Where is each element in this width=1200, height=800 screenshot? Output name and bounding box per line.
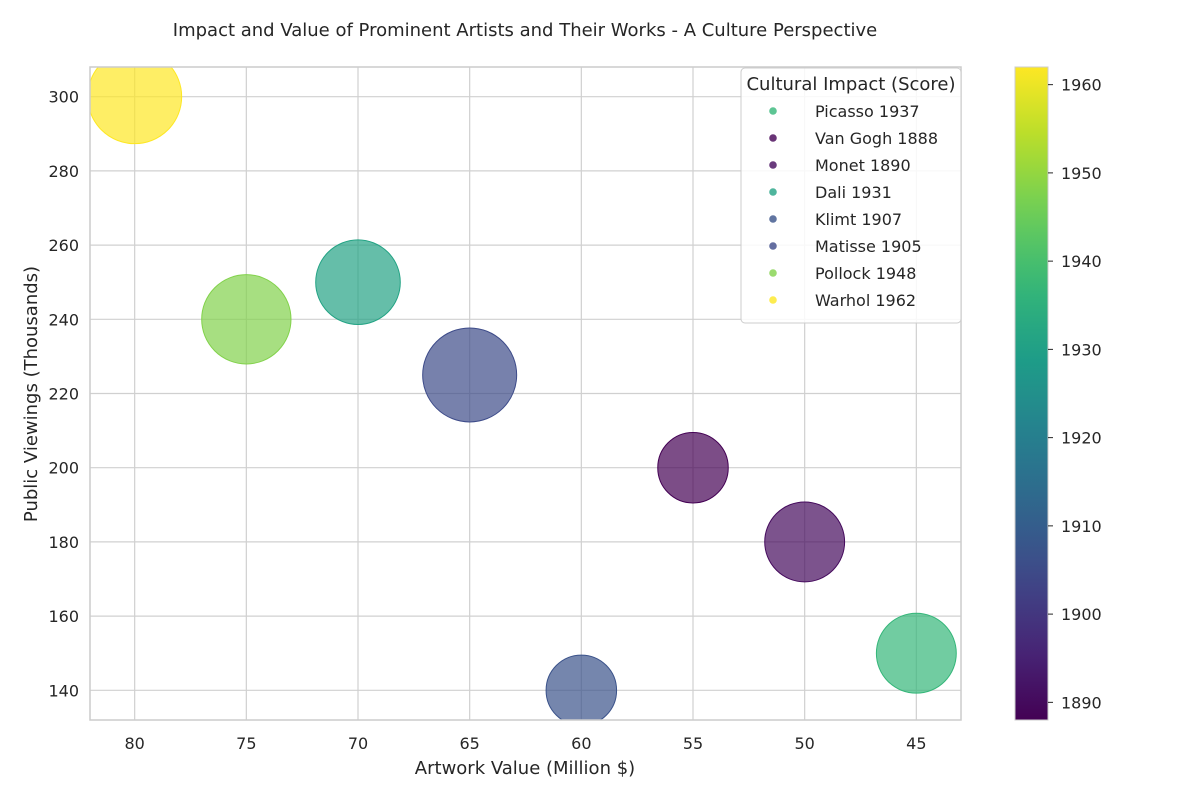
y-axis-label: Public Viewings (Thousands) bbox=[21, 266, 42, 522]
legend-marker bbox=[769, 242, 777, 250]
legend-entry: Matisse 1905 bbox=[815, 237, 922, 256]
data-point bbox=[545, 654, 618, 720]
legend-entry: Van Gogh 1888 bbox=[815, 129, 938, 148]
colorbar: 1890 1900 1910 1920 1930 1940 1950 1960 bbox=[1014, 66, 1102, 721]
y-tick-label: 180 bbox=[48, 533, 79, 552]
x-tick-label: 55 bbox=[683, 734, 703, 753]
colorbar-tick-label: 1910 bbox=[1061, 517, 1102, 536]
x-tick-label: 60 bbox=[571, 734, 591, 753]
legend-marker bbox=[769, 269, 777, 277]
data-point bbox=[422, 327, 518, 423]
legend-entry: Klimt 1907 bbox=[815, 210, 902, 229]
legend-entry: Dali 1931 bbox=[815, 183, 892, 202]
y-tick-label: 280 bbox=[48, 162, 79, 181]
legend-entry: Picasso 1937 bbox=[815, 102, 920, 121]
legend-marker bbox=[769, 215, 777, 223]
plot-border bbox=[89, 66, 962, 721]
data-point bbox=[90, 67, 183, 145]
x-axis-label: Artwork Value (Million $) bbox=[415, 758, 635, 779]
legend-marker bbox=[769, 296, 777, 304]
colorbar-tick-label: 1900 bbox=[1061, 605, 1102, 624]
legend-entry: Warhol 1962 bbox=[815, 291, 916, 310]
y-tick-label: 260 bbox=[48, 236, 79, 255]
x-tick-label: 65 bbox=[459, 734, 479, 753]
legend-entry: Monet 1890 bbox=[815, 156, 911, 175]
x-tick-label: 70 bbox=[348, 734, 368, 753]
colorbar-tick-label: 1960 bbox=[1061, 76, 1102, 95]
legend-entry: Pollock 1948 bbox=[815, 264, 916, 283]
legend: Cultural Impact (Score) Picasso 1937 Van G… bbox=[740, 67, 962, 324]
colorbar-tick-label: 1920 bbox=[1061, 429, 1102, 448]
y-tick-label: 240 bbox=[48, 310, 79, 329]
data-point bbox=[201, 274, 292, 365]
chart-title: Impact and Value of Prominent Artists an… bbox=[173, 20, 877, 41]
x-tick-label: 45 bbox=[906, 734, 926, 753]
colorbar-tick-label: 1890 bbox=[1061, 693, 1102, 712]
y-tick-label: 140 bbox=[48, 681, 79, 700]
legend-marker bbox=[769, 161, 777, 169]
x-tick-label: 75 bbox=[236, 734, 256, 753]
y-tick-label: 300 bbox=[48, 88, 79, 107]
legend-title: Cultural Impact (Score) bbox=[746, 74, 955, 95]
y-tick-label: 220 bbox=[48, 385, 79, 404]
legend-marker bbox=[769, 188, 777, 196]
data-point bbox=[657, 431, 729, 504]
x-tick-label: 80 bbox=[124, 734, 144, 753]
colorbar-tick-label: 1940 bbox=[1061, 252, 1102, 271]
colorbar-gradient bbox=[1014, 66, 1049, 721]
colorbar-tick-label: 1930 bbox=[1061, 340, 1102, 359]
data-point bbox=[315, 239, 401, 325]
data-point bbox=[875, 612, 957, 694]
legend-marker bbox=[769, 107, 777, 115]
legend-marker bbox=[769, 134, 777, 142]
data-points bbox=[90, 67, 957, 720]
legend-box bbox=[740, 67, 962, 324]
x-tick-label: 50 bbox=[794, 734, 814, 753]
y-tick-label: 200 bbox=[48, 459, 79, 478]
y-tick-label: 160 bbox=[48, 607, 79, 626]
data-point bbox=[764, 501, 846, 583]
colorbar-tick-label: 1950 bbox=[1061, 164, 1102, 183]
